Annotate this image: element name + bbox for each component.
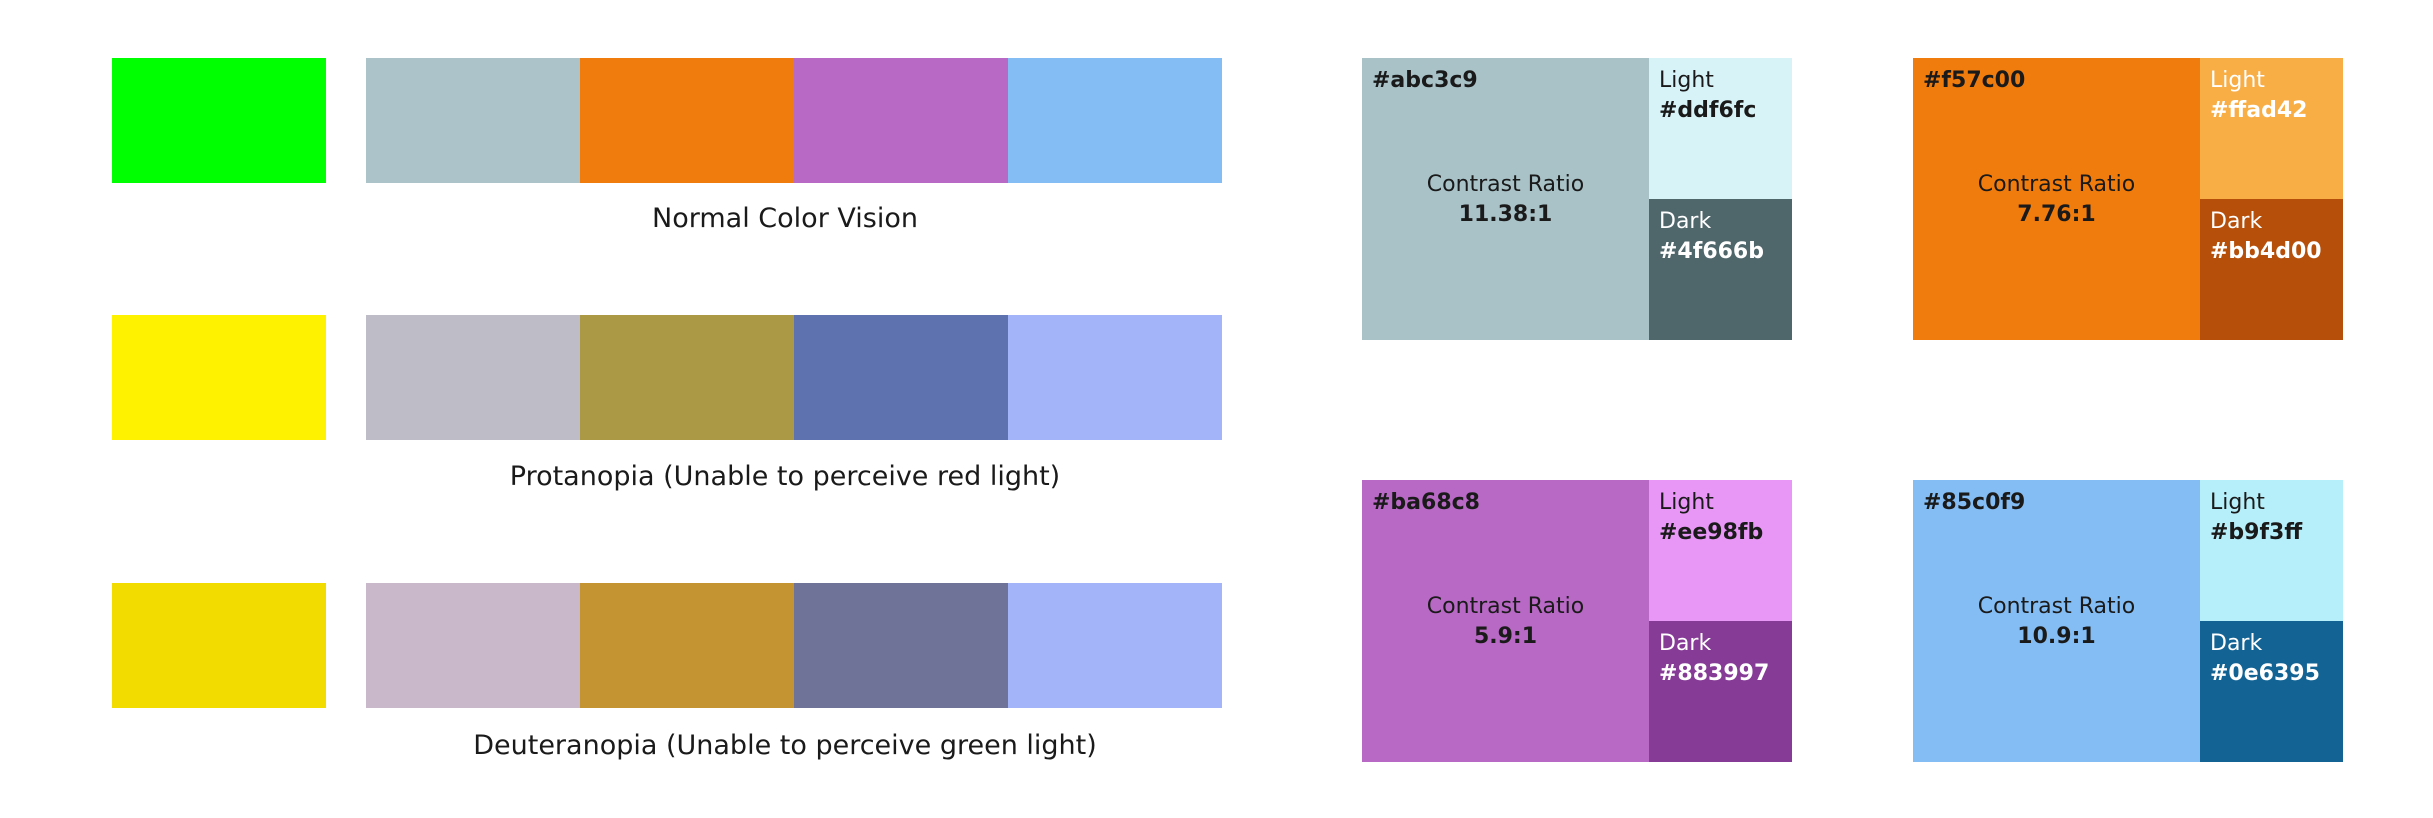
contrast-ratio: Contrast Ratio 5.9:1 — [1362, 592, 1649, 652]
dark-hex: #bb4d00 — [2210, 239, 2322, 264]
card-light-block: Light #ffad42 — [2200, 58, 2343, 199]
card-light-block: Light #ddf6fc — [1649, 58, 1792, 199]
palette-swatch-protanopia-3 — [794, 315, 1008, 440]
card-main-block: #85c0f9 Contrast Ratio 10.9:1 — [1913, 480, 2200, 762]
light-label: Light — [2210, 490, 2265, 515]
palette-swatch-protanopia-1 — [366, 315, 580, 440]
card-dark-block: Dark #bb4d00 — [2200, 199, 2343, 340]
contrast-ratio-label: Contrast Ratio — [1426, 172, 1585, 197]
row-label-normal: Normal Color Vision — [652, 203, 918, 234]
card-light-block: Light #b9f3ff — [2200, 480, 2343, 621]
dark-hex: #883997 — [1659, 661, 1770, 686]
palette-swatch-deuteranopia-2 — [580, 583, 794, 708]
contrast-ratio: Contrast Ratio 11.38:1 — [1362, 170, 1649, 230]
card-main-hex: #abc3c9 — [1372, 68, 1478, 93]
palette-swatch-protanopia-4 — [1008, 315, 1222, 440]
card-main-block: #f57c00 Contrast Ratio 7.76:1 — [1913, 58, 2200, 340]
dark-label: Dark — [1659, 209, 1712, 234]
card-main-hex: #ba68c8 — [1372, 490, 1480, 515]
contrast-card-grey: #abc3c9 Contrast Ratio 11.38:1 Light #dd… — [1362, 58, 1792, 340]
card-main-hex: #f57c00 — [1923, 68, 2026, 93]
dark-label: Dark — [2210, 631, 2263, 656]
dark-label: Dark — [2210, 209, 2263, 234]
accent-swatch-normal — [112, 58, 326, 183]
contrast-ratio-label: Contrast Ratio — [1426, 594, 1585, 619]
light-hex: #ddf6fc — [1659, 98, 1757, 123]
palette-swatch-protanopia-2 — [580, 315, 794, 440]
card-main-block: #abc3c9 Contrast Ratio 11.38:1 — [1362, 58, 1649, 340]
contrast-ratio-value: 7.76:1 — [2017, 202, 2096, 227]
card-dark-block: Dark #0e6395 — [2200, 621, 2343, 762]
accent-swatch-protanopia — [112, 315, 326, 440]
light-label: Light — [1659, 490, 1714, 515]
row-label-protanopia: Protanopia (Unable to perceive red light… — [509, 461, 1061, 492]
contrast-ratio-label: Contrast Ratio — [1977, 594, 2136, 619]
accent-swatch-deuteranopia — [112, 583, 326, 708]
contrast-ratio: Contrast Ratio 7.76:1 — [1913, 170, 2200, 230]
palette-swatch-deuteranopia-1 — [366, 583, 580, 708]
light-label: Light — [1659, 68, 1714, 93]
contrast-ratio: Contrast Ratio 10.9:1 — [1913, 592, 2200, 652]
light-hex: #ee98fb — [1659, 520, 1764, 545]
contrast-ratio-value: 11.38:1 — [1458, 202, 1553, 227]
dark-hex: #0e6395 — [2210, 661, 2320, 686]
card-light-block: Light #ee98fb — [1649, 480, 1792, 621]
contrast-ratio-value: 10.9:1 — [2017, 624, 2096, 649]
contrast-ratio-value: 5.9:1 — [1473, 624, 1538, 649]
light-hex: #b9f3ff — [2210, 520, 2303, 545]
row-label-deuteranopia: Deuteranopia (Unable to perceive green l… — [473, 730, 1097, 761]
dark-label: Dark — [1659, 631, 1712, 656]
palette-swatch-deuteranopia-3 — [794, 583, 1008, 708]
dark-hex: #4f666b — [1659, 239, 1764, 264]
light-label: Light — [2210, 68, 2265, 93]
contrast-card-purple: #ba68c8 Contrast Ratio 5.9:1 Light #ee98… — [1362, 480, 1792, 762]
card-dark-block: Dark #4f666b — [1649, 199, 1792, 340]
contrast-card-blue: #85c0f9 Contrast Ratio 10.9:1 Light #b9f… — [1913, 480, 2343, 762]
palette-swatch-normal-3 — [794, 58, 1008, 183]
card-main-hex: #85c0f9 — [1923, 490, 2026, 515]
contrast-ratio-label: Contrast Ratio — [1977, 172, 2136, 197]
palette-swatch-normal-2 — [580, 58, 794, 183]
contrast-card-orange: #f57c00 Contrast Ratio 7.76:1 Light #ffa… — [1913, 58, 2343, 340]
card-main-block: #ba68c8 Contrast Ratio 5.9:1 — [1362, 480, 1649, 762]
palette-swatch-normal-1 — [366, 58, 580, 183]
palette-swatch-deuteranopia-4 — [1008, 583, 1222, 708]
palette-swatch-normal-4 — [1008, 58, 1222, 183]
light-hex: #ffad42 — [2210, 98, 2308, 123]
card-dark-block: Dark #883997 — [1649, 621, 1792, 762]
